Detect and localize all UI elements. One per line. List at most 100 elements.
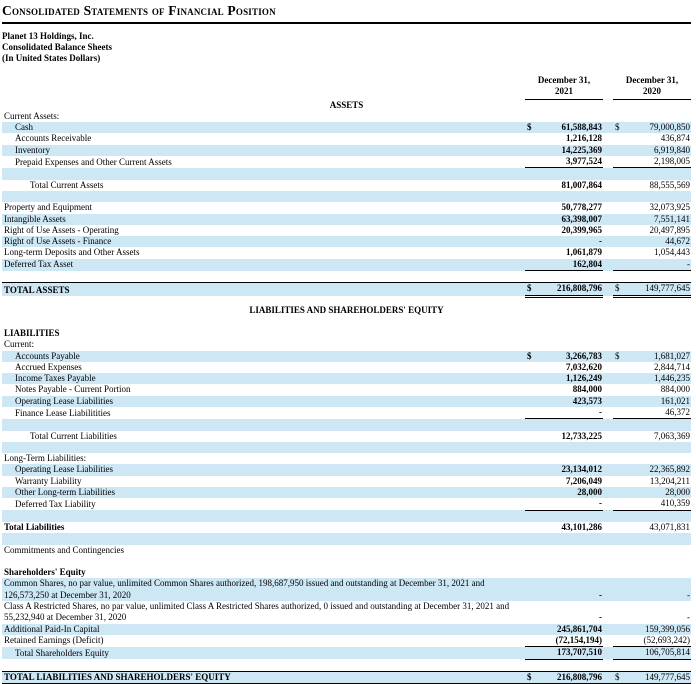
value-2021: 216,808,796: [539, 283, 603, 296]
dollar-sign-2020: [613, 578, 627, 601]
value-2021: [539, 328, 603, 339]
value-2020: 149,777,645: [627, 283, 691, 296]
dollar-sign-2021: [525, 431, 539, 442]
table-row: Intangible Assets 63,398,007 7,551,141: [2, 214, 691, 225]
dollar-sign-2020: [613, 133, 627, 144]
dollar-sign-2020: [613, 373, 627, 384]
row-label: Accounts Payable: [2, 351, 525, 362]
dollar-sign-2021: [525, 214, 539, 225]
dollar-sign-2021: [525, 545, 539, 556]
value-2021: -: [539, 236, 603, 247]
dollar-sign-2021: [525, 647, 539, 659]
value-2021: 14,225,369: [539, 145, 603, 156]
section-heading: LIABILITIES AND SHAREHOLDERS' EQUITY: [2, 296, 691, 328]
spacer-cell: [2, 533, 691, 544]
row-label: Operating Lease Liabilities: [2, 396, 525, 407]
value-2021: [539, 567, 603, 578]
value-2021: -: [539, 407, 603, 419]
value-2021: 50,778,277: [539, 202, 603, 213]
balance-sheet-body: ASSETSCurrent Assets: Cash$61,588,843 $7…: [2, 99, 691, 684]
dollar-sign-2020: [613, 225, 627, 236]
value-2020: 149,777,645: [627, 671, 691, 683]
value-2020: 20,497,895: [627, 225, 691, 236]
company-header-block: Planet 13 Holdings, Inc. Consolidated Ba…: [2, 31, 691, 63]
value-2020: 44,672: [627, 236, 691, 247]
column-gap: [603, 487, 613, 498]
dollar-sign-2021: $: [525, 122, 539, 133]
table-row: Other Long-term Liabilities 28,000 28,00…: [2, 487, 691, 498]
row-label: Right of Use Assets - Operating: [2, 225, 525, 236]
dollar-sign-2021: [525, 259, 539, 271]
column-gap: [603, 145, 613, 156]
row-label: Total Current Liabilities: [2, 431, 525, 442]
value-2020: 28,000: [627, 487, 691, 498]
dollar-sign-2020: $: [613, 351, 627, 362]
column-gap: [603, 431, 613, 442]
table-row: Right of Use Assets - Finance - 44,672: [2, 236, 691, 247]
dollar-sign-2021: [525, 453, 539, 464]
row-label: Warranty Liability: [2, 476, 525, 487]
spacer-cell: [2, 442, 691, 453]
dollar-sign-2020: [613, 111, 627, 122]
column-gap: [603, 64, 613, 99]
dollar-sign-2021: $: [525, 351, 539, 362]
table-row: Cash$61,588,843 $79,000,850: [2, 122, 691, 133]
table-row: LIABILITIES: [2, 328, 691, 339]
row-label: TOTAL LIABILITIES AND SHAREHOLDERS' EQUI…: [2, 671, 525, 683]
table-row: Total Current Liabilities 12,733,225 7,0…: [2, 431, 691, 442]
dollar-sign-2020: [613, 180, 627, 191]
dollar-sign-2020: [613, 214, 627, 225]
table-row: Current:: [2, 339, 691, 350]
dollar-sign-2021: [525, 487, 539, 498]
row-label: Intangible Assets: [2, 214, 525, 225]
dollar-sign-2021: [525, 202, 539, 213]
column-gap: [603, 384, 613, 395]
dollar-sign-2020: [613, 498, 627, 510]
row-label: Total Liabilities: [2, 522, 525, 533]
value-2020: 161,021: [627, 396, 691, 407]
column-gap: [603, 647, 613, 659]
dollar-sign-2021: [525, 601, 539, 624]
column-gap: [603, 133, 613, 144]
column-header-2020: December 31, 2020: [613, 64, 691, 99]
table-row: Additional Paid-In Capital 245,861,704 1…: [2, 624, 691, 635]
table-row: Total Current Assets 81,007,864 88,555,5…: [2, 180, 691, 191]
dollar-sign-2020: [613, 476, 627, 487]
spacer-row: [2, 442, 691, 453]
row-label: Inventory: [2, 145, 525, 156]
value-2021: -: [539, 498, 603, 510]
row-label: Total Shareholders Equity: [2, 647, 525, 659]
column-gap: [603, 111, 613, 122]
table-row: Operating Lease Liabilities 423,573 161,…: [2, 396, 691, 407]
value-2021: 7,032,620: [539, 362, 603, 373]
dollar-sign-2021: [525, 624, 539, 635]
value-2021: 3,977,524: [539, 156, 603, 168]
row-label: Notes Payable - Current Portion: [2, 384, 525, 395]
statement-name: Consolidated Balance Sheets: [2, 42, 691, 53]
value-2021: 81,007,864: [539, 180, 603, 191]
row-label: Current:: [2, 339, 525, 350]
dollar-sign-2020: [613, 396, 627, 407]
dollar-sign-2020: [613, 635, 627, 647]
column-gap: [603, 236, 613, 247]
value-2021: 23,134,012: [539, 464, 603, 475]
row-label: Income Taxes Payable: [2, 373, 525, 384]
section-heading-row: LIABILITIES AND SHAREHOLDERS' EQUITY: [2, 296, 691, 328]
column-gap: [603, 202, 613, 213]
spacer-row: [2, 271, 691, 283]
dollar-sign-2021: [525, 567, 539, 578]
value-2020: 2,844,714: [627, 362, 691, 373]
spacer-row: [2, 556, 691, 567]
row-label: Deferred Tax Liability: [2, 498, 525, 510]
spacer-cell: [2, 556, 691, 567]
dollar-sign-2021: [525, 133, 539, 144]
table-row: Total Liabilities 43,101,286 43,071,831: [2, 522, 691, 533]
table-row: Warranty Liability 7,206,049 13,204,211: [2, 476, 691, 487]
dollar-sign-2021: [525, 225, 539, 236]
value-2021: 7,206,049: [539, 476, 603, 487]
table-row: Deferred Tax Asset 162,804 -: [2, 259, 691, 271]
dollar-sign-2021: [525, 476, 539, 487]
column-gap: [603, 578, 613, 601]
value-2020: [627, 111, 691, 122]
spacer-row: [2, 510, 691, 522]
